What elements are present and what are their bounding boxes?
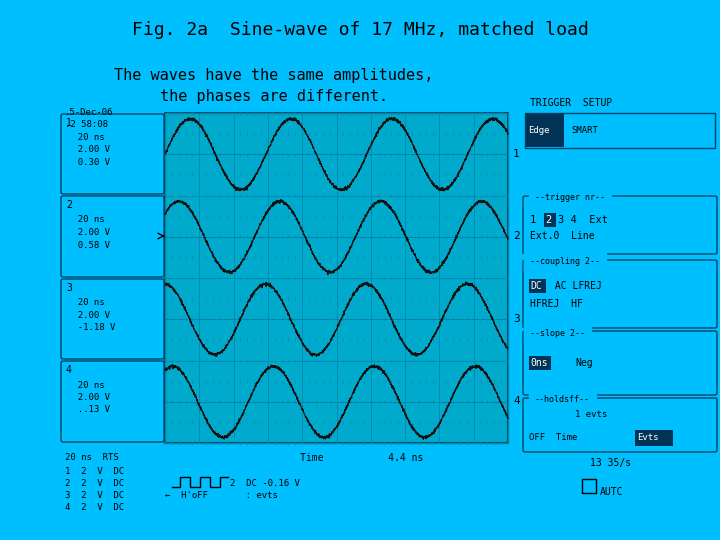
FancyBboxPatch shape	[523, 331, 717, 395]
Text: 2  2  V  DC: 2 2 V DC	[65, 479, 124, 488]
Text: 20 ns
  2.00 V
  0.30 V: 20 ns 2.00 V 0.30 V	[67, 133, 110, 167]
Text: --slope 2--: --slope 2--	[530, 328, 585, 338]
Bar	[525, 113, 715, 148]
Bar	[529, 356, 551, 370]
Bar	[529, 279, 546, 293]
Text: Fig. 2a  Sine-wave of 17 MHz, matched load: Fig. 2a Sine-wave of 17 MHz, matched loa…	[132, 21, 588, 39]
Text: 4: 4	[66, 365, 72, 375]
Text: 20 ns  RTS: 20 ns RTS	[65, 453, 119, 462]
Text: Ext.0  Line: Ext.0 Line	[530, 231, 595, 241]
Text: 2: 2	[545, 215, 552, 225]
Text: 3: 3	[66, 283, 72, 293]
Text: .5-Dec-06
.2 58:08: .5-Dec-06 .2 58:08	[65, 108, 113, 129]
FancyBboxPatch shape	[523, 398, 717, 452]
Text: 2: 2	[66, 200, 72, 210]
FancyBboxPatch shape	[61, 196, 164, 277]
Text: 1 evts: 1 evts	[575, 410, 607, 419]
Text: AC LFREJ: AC LFREJ	[549, 281, 602, 291]
FancyBboxPatch shape	[61, 279, 164, 359]
Text: ←  H'oFF       : evts: ← H'oFF : evts	[165, 491, 278, 500]
Text: 1: 1	[66, 118, 72, 128]
Text: 0ns: 0ns	[530, 358, 548, 368]
FancyBboxPatch shape	[61, 361, 164, 442]
FancyBboxPatch shape	[523, 196, 717, 254]
Text: 2  DC -0.16 V: 2 DC -0.16 V	[230, 479, 300, 488]
Text: 3  2  V  DC: 3 2 V DC	[65, 491, 124, 500]
Text: 3: 3	[513, 314, 520, 324]
FancyBboxPatch shape	[523, 260, 717, 328]
Bar	[582, 479, 596, 493]
Text: 1: 1	[513, 149, 520, 159]
Bar	[635, 430, 673, 446]
Bar	[165, 113, 508, 443]
Text: The waves have the same amplitudes,
the phases are different.: The waves have the same amplitudes, the …	[114, 68, 433, 104]
Text: 20 ns
  2.00 V
  0.58 V: 20 ns 2.00 V 0.58 V	[67, 215, 110, 249]
Text: --coupling 2--: --coupling 2--	[530, 258, 600, 267]
Text: DC: DC	[530, 281, 541, 291]
Text: 4: 4	[513, 396, 520, 406]
Text: 1  2  V  DC: 1 2 V DC	[65, 467, 124, 476]
Text: Evts: Evts	[637, 434, 659, 442]
Text: --holdsff--: --holdsff--	[535, 395, 590, 404]
Text: HFREJ  HF: HFREJ HF	[530, 299, 583, 309]
FancyBboxPatch shape	[61, 114, 164, 194]
Text: Edge: Edge	[528, 126, 549, 135]
Text: OFF  Time: OFF Time	[529, 434, 588, 442]
Text: 20 ns
  2.00 V
  -1.18 V: 20 ns 2.00 V -1.18 V	[67, 298, 115, 332]
Text: TRIGGER  SETUP: TRIGGER SETUP	[530, 98, 612, 108]
Text: 3 4  Ext: 3 4 Ext	[558, 215, 608, 225]
Text: --trigger nr--: --trigger nr--	[535, 193, 605, 202]
Bar	[544, 213, 556, 227]
Text: 1: 1	[530, 215, 542, 225]
Text: 13 35/s: 13 35/s	[590, 458, 631, 468]
Text: Time           4.4 ns: Time 4.4 ns	[300, 453, 423, 463]
Text: 4  2  V  DC: 4 2 V DC	[65, 503, 124, 512]
Text: 2: 2	[513, 231, 520, 241]
Bar	[526, 114, 564, 147]
Text: SMART: SMART	[571, 126, 598, 135]
Text: AUTC: AUTC	[600, 487, 624, 497]
Text: Neg: Neg	[575, 358, 593, 368]
Text: 20 ns
  2.00 V
  ..13 V: 20 ns 2.00 V ..13 V	[67, 381, 110, 415]
